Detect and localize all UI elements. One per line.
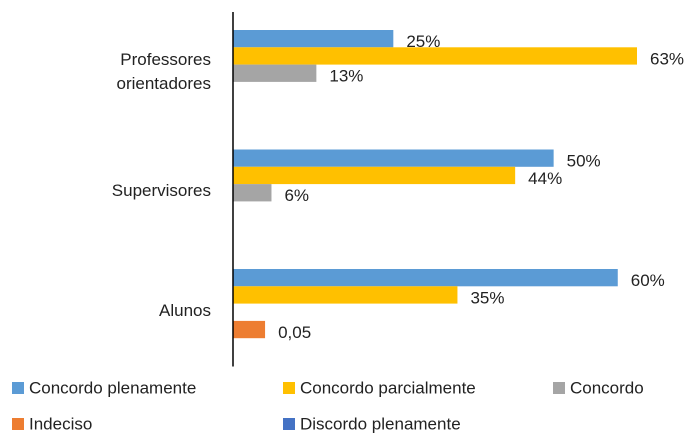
data-label: 50% [567,152,601,171]
legend-label: Concordo plenamente [29,378,196,397]
data-label: 25% [406,32,440,51]
legend-label: Indeciso [29,414,92,433]
legend-label: Discordo plenamente [300,414,461,433]
data-label: 0,05 [278,323,311,342]
data-label: 6% [284,186,309,205]
bar [233,166,516,185]
legend-swatch [283,382,295,394]
bar [233,286,458,304]
data-label: 44% [528,169,562,188]
legend-label: Concordo parcialmente [300,378,476,397]
category-label: Alunos [159,300,211,320]
bar [233,47,637,65]
bar [233,320,266,339]
data-label: 35% [470,288,504,307]
legend-label: Concordo [570,378,644,397]
bar [233,149,554,167]
bar [233,269,618,287]
data-label: 13% [329,67,363,86]
bar [233,184,272,202]
data-label: 60% [631,271,665,290]
legend-swatch [12,418,24,430]
legend-swatch [12,382,24,394]
data-label: 63% [650,49,684,68]
bar [233,64,317,82]
legend-swatch [553,382,565,394]
legend-swatch [283,418,295,430]
bar [233,30,394,48]
category-label: Supervisores [111,181,211,201]
category-label: Professores orientadores [116,49,211,93]
